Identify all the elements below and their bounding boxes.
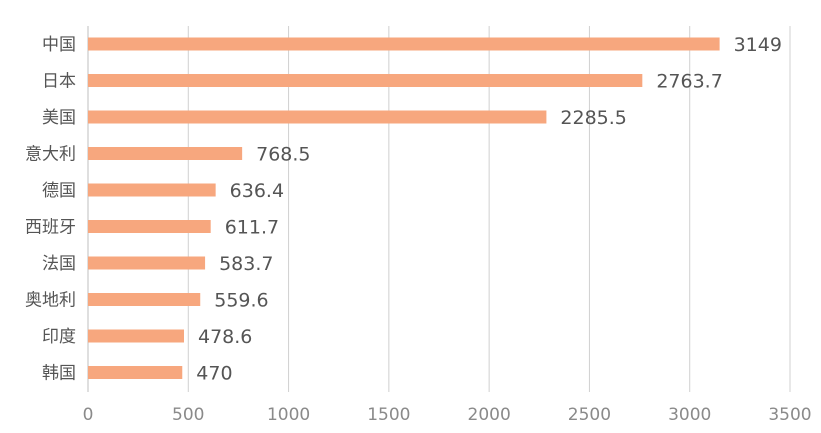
category-label: 日本: [42, 72, 76, 92]
bar: [88, 329, 184, 343]
bar: [88, 366, 183, 379]
bar: [88, 293, 201, 306]
data-label: 559.6: [214, 290, 268, 312]
x-tick-label: 1500: [367, 405, 410, 425]
data-label: 583.7: [219, 253, 273, 275]
category-label: 法国: [42, 254, 76, 274]
category-label: 意大利: [25, 145, 76, 165]
bars: [88, 37, 720, 379]
x-tick-label: 2000: [468, 405, 511, 425]
data-label: 478.6: [198, 326, 252, 348]
bar: [88, 183, 216, 197]
bar: [88, 220, 211, 233]
bar: [88, 256, 206, 270]
bar: [88, 37, 720, 51]
data-label: 470: [196, 363, 232, 385]
data-label: 611.7: [225, 217, 279, 239]
category-label: 印度: [42, 327, 76, 347]
data-label: 636.4: [230, 180, 284, 202]
data-label: 3149: [734, 34, 782, 56]
data-label: 2285.5: [560, 107, 626, 129]
x-tick-label: 3000: [668, 405, 711, 425]
category-label: 西班牙: [25, 218, 76, 238]
category-label: 中国: [42, 35, 76, 55]
x-axis-tick-labels: 0 500 1000 1500 2000 2500 3000 3500: [83, 405, 812, 425]
x-tick-label: 1000: [267, 405, 310, 425]
bar: [88, 74, 643, 87]
category-label: 奥地利: [25, 291, 76, 311]
x-tick-label: 500: [172, 405, 204, 425]
data-label: 768.5: [256, 144, 310, 166]
x-tick-label: 3500: [768, 405, 811, 425]
category-label: 德国: [42, 181, 76, 201]
bar: [88, 110, 547, 124]
category-label: 美国: [42, 108, 76, 128]
category-label: 韩国: [42, 364, 76, 384]
data-label: 2763.7: [656, 71, 722, 93]
x-tick-label: 0: [83, 405, 94, 425]
bar: [88, 147, 243, 160]
value-labels: 3149 2763.7 2285.5 768.5 636.4 611.7 583.7 559.…: [196, 34, 782, 385]
x-tick-label: 2500: [568, 405, 611, 425]
